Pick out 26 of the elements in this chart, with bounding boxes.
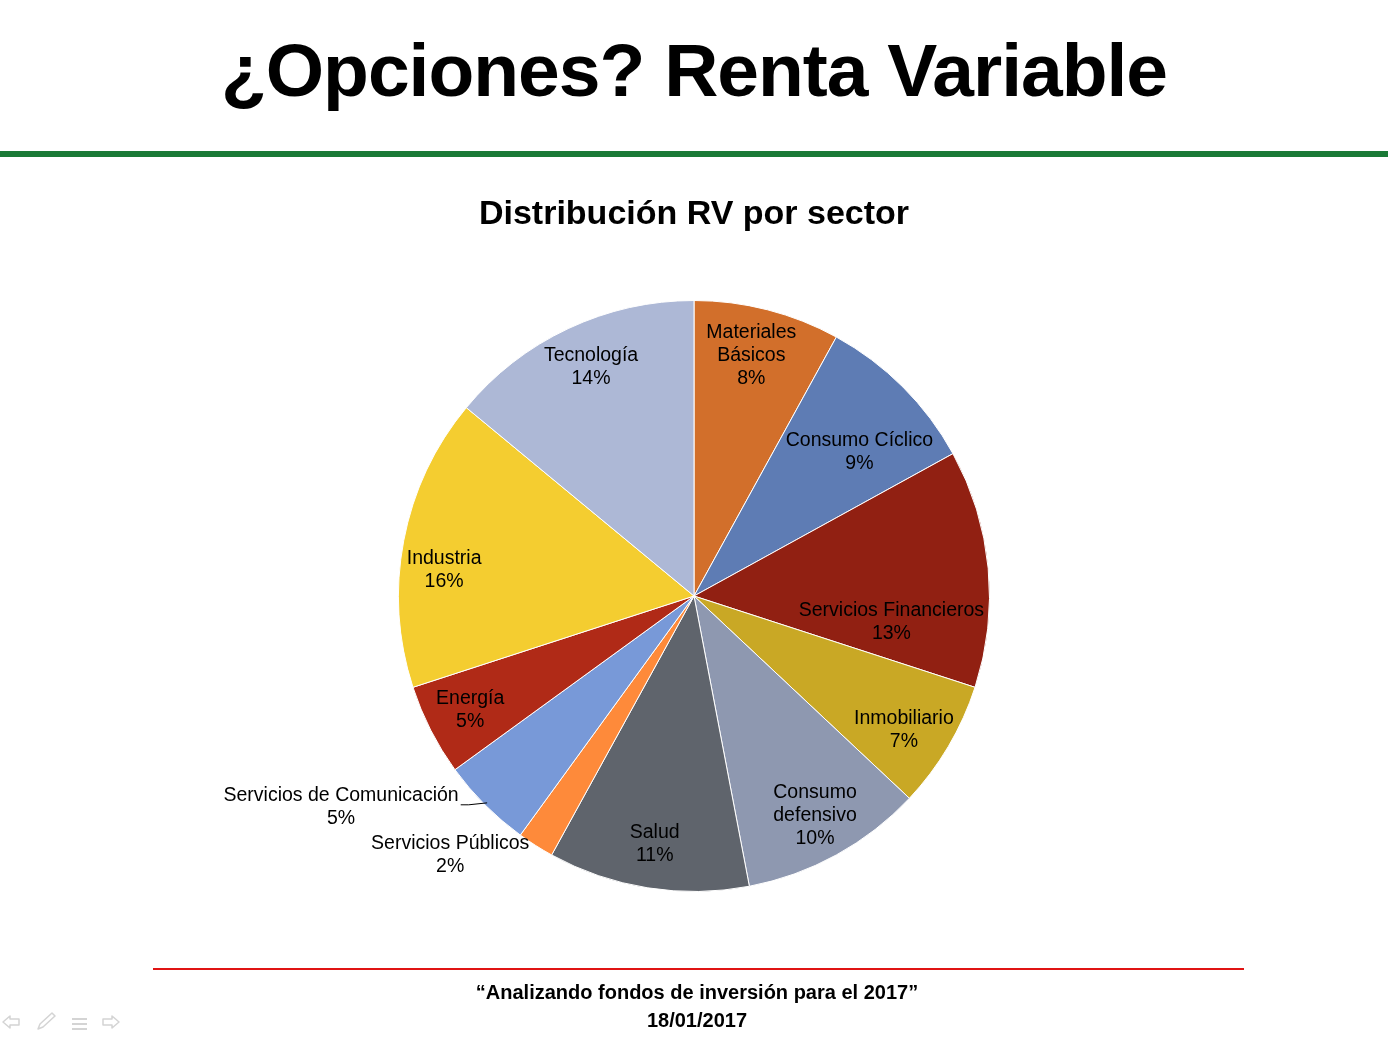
data-label: 2% [436, 854, 465, 877]
data-label: 11% [635, 842, 674, 865]
chart-subtitle: Distribución RV por sector [477, 192, 911, 233]
slice-label: Inmobiliario [854, 706, 954, 729]
chart-title: ¿Opciones? Renta Variable [219, 27, 1169, 114]
data-label: 5% [327, 806, 356, 829]
slice-label: Consumo defensivo [773, 780, 857, 826]
slice-label: Tecnología [543, 342, 639, 365]
slice-label: Energía [436, 685, 505, 708]
data-label: 5% [456, 708, 485, 731]
data-label: 8% [737, 365, 766, 388]
data-label: 13% [871, 621, 911, 644]
text: 18/01/2017 [645, 1008, 749, 1033]
data-label: 14% [571, 365, 611, 388]
slice-label: Servicios Financieros [798, 598, 985, 621]
data-label: 10% [795, 826, 835, 849]
slice-label: Salud [629, 819, 680, 842]
data-label: 9% [845, 451, 874, 474]
slice-label: Servicios de Comunicación [223, 783, 459, 806]
slice-label: Servicios Públicos [371, 831, 530, 854]
data-label: 7% [889, 729, 919, 752]
slice-label: Consumo Cíclico [785, 428, 934, 451]
data-label: 16% [424, 569, 464, 592]
slice-label: Industria [406, 546, 482, 569]
text: “Analizando fondos de inversión para el 2017” [474, 980, 920, 1005]
slice-label: Materiales Básicos [706, 319, 797, 365]
